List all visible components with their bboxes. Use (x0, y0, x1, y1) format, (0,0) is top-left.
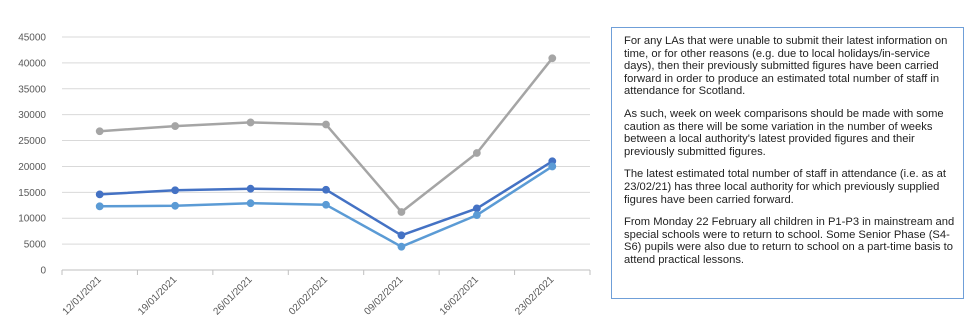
series-line-2 (98, 160, 554, 237)
data-point (472, 149, 481, 157)
data-point (472, 204, 481, 213)
data-point (171, 186, 180, 195)
data-point (397, 231, 406, 240)
data-point (95, 127, 104, 136)
gridlines (62, 36, 590, 245)
x-tick-label: 09/02/2021 (362, 274, 405, 317)
note-paragraph-carried-forward: For any LAs that were unable to submit t… (624, 35, 948, 98)
y-tick-label: 20000 (18, 162, 46, 173)
data-point (548, 162, 557, 171)
x-tick-label: 16/02/2021 (438, 274, 481, 317)
data-point (95, 202, 104, 211)
data-point (171, 122, 180, 130)
y-tick-label: 25000 (18, 136, 46, 147)
note-paragraph-return-to-school: From Monday 22 February all children in … (624, 216, 955, 266)
y-tick-label: 40000 (18, 58, 46, 69)
data-point (246, 118, 255, 127)
y-tick-label: 0 (40, 266, 46, 277)
data-point (322, 120, 330, 129)
data-point (246, 184, 255, 193)
data-point (171, 201, 180, 210)
data-point (397, 208, 406, 216)
x-tick-label: 02/02/2021 (287, 274, 330, 317)
y-tick-label: 10000 (18, 214, 46, 225)
notes-text-box: For any LAs that were unable to submit t… (611, 27, 964, 299)
note-paragraph-latest-estimate: The latest estimated total number of sta… (624, 168, 946, 206)
data-point (95, 190, 104, 199)
note-paragraph-caution: As such, week on week comparisons should… (624, 107, 944, 158)
x-tick-label: 12/01/2021 (61, 274, 104, 317)
y-tick-label: 35000 (18, 84, 46, 95)
y-tick-label: 45000 (18, 33, 46, 44)
x-tick-label: 23/02/2021 (513, 274, 556, 317)
y-tick-label: 15000 (18, 188, 46, 199)
x-axis (61, 269, 591, 275)
data-point (472, 211, 481, 220)
series-lines (95, 54, 557, 251)
data-point (548, 54, 557, 63)
y-tick-label: 30000 (18, 110, 46, 121)
x-axis-tick-labels: 12/01/2021 19/01/2021 26/01/2021 02/02/2021… (61, 274, 557, 317)
data-point (246, 199, 255, 208)
data-point (322, 185, 330, 194)
y-tick-label: 5000 (24, 240, 47, 251)
data-point (322, 200, 330, 209)
y-axis-tick-labels: 0 5000 10000 15000 20000 25000 30000 35000 40000… (18, 33, 46, 277)
x-tick-label: 26/01/2021 (212, 274, 255, 317)
data-point (397, 242, 406, 251)
x-tick-label: 19/01/2021 (136, 274, 179, 317)
line-chart: 0 5000 10000 15000 20000 25000 30000 35000 40000… (18, 33, 591, 318)
